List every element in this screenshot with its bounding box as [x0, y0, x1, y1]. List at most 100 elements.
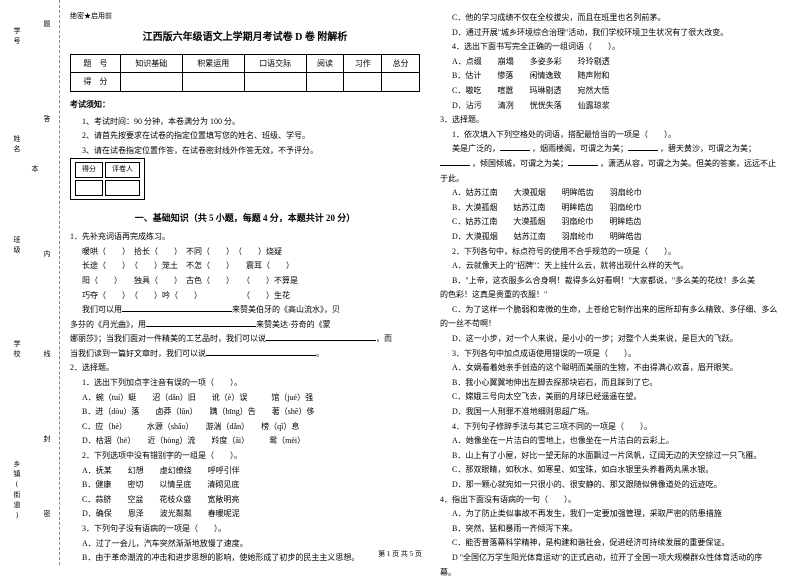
q2-s2a: A．抚某 幻想 虚幻缭绕 呼呼引伴	[70, 464, 420, 478]
q2-stem: 2．选择题。	[70, 361, 420, 375]
r51t2: ，烟雨楼阁，可谓之为美；	[532, 144, 628, 153]
r51b4	[568, 157, 598, 166]
th2: 积累运用	[182, 54, 244, 73]
marker-box: 得分 评卷人	[70, 158, 145, 200]
tv5	[344, 73, 382, 92]
dash-label-5: 密	[42, 510, 52, 517]
q1-r2: 阳（ ） 独具（ ） 古色（ ） （ ）不算是	[70, 274, 420, 288]
dash-label-1: 答	[42, 115, 52, 122]
r-s5-3c: C．嫦娥三号向太空飞去，美丽的月球已经遥遥在望。	[440, 390, 790, 404]
binding-label-town: 乡镇(街道)	[12, 460, 22, 522]
r-s5-2a: A．云就像天上的"招牌"：天上挂什么云，就将出现什么样的天气。	[440, 259, 790, 273]
r-s5-2d: D．这一小步，对一个人来说，是小小的一步；对整个人类来说，是巨大的飞跃。	[440, 332, 790, 346]
r-s5-3d: D．我国一人刑罪不准地细则思超广场。	[440, 405, 790, 419]
q1-blank4	[206, 347, 316, 356]
r-s5-1: 1．依次填入下列空格处的词语，搭配最恰当的一项是（ ）。	[440, 128, 790, 142]
q2-s2c: C．蒜脐 空盆 花枝众盛 宽敞明亮	[70, 493, 420, 507]
r51t6: 于此。	[440, 172, 790, 186]
th6: 总分	[382, 54, 420, 73]
r51t1: 美是广泛的，	[452, 144, 500, 153]
r-s5-3a: A．女娲看着她亲手创造的这个聪明而美丽的生物，不由得满心欢喜，眉开眼笑。	[440, 361, 790, 375]
tv0: 得 分	[71, 73, 121, 92]
q1-l4a: 当我们读到一篇好文章时，我们可以说	[70, 349, 206, 358]
dash-label-2: 内	[42, 250, 52, 257]
th4: 阅读	[306, 54, 344, 73]
r-s5-5tail: 幕。	[440, 566, 790, 580]
r-s5-4b: B．山上有了小屋，好比一望无际的水面飘过一片凤帆，辽阔无边的天空掠过一只飞雁。	[440, 449, 790, 463]
section1-title: 一、基础知识（共 5 小题，每题 4 分，本题共计 20 分）	[70, 211, 420, 226]
q1-line1: 我们可以用来赞美伯牙的《高山流水》，贝	[70, 303, 420, 317]
r-s4b: B．估计 惨落 闲情逸致 随声附和	[440, 69, 790, 83]
q1-blank1	[122, 303, 232, 312]
r-s5-2b1: B．"上帝，这衣服多么合身啊！裁得多么好看啊！"大家都说，"多么美的花纹！多么美	[440, 274, 790, 288]
tv4	[306, 73, 344, 92]
r-s5-2c1: C．为了这样一个脆弱和卑微的生命，上苍给它制作出来的居所却有多么精致、多仔细、多…	[440, 303, 790, 317]
score-header-row: 题 号 知识基础 积累运用 口语交际 阅读 习作 总分	[71, 54, 420, 73]
q1-blank3	[266, 332, 376, 341]
r-s5-5a: A．为了防止类似事故不再发生，我们一定要加强管理，采取严密的防患措施	[440, 507, 790, 521]
r-s4a: A．点缀 崩塌 多姿多彩 玲玲剔透	[440, 55, 790, 69]
r51t4: ，倾国倾城，可谓之为美；	[472, 159, 568, 168]
r-s5-4d: D．那一颗心就宛如一只很小的、很安静的、那又跟随似佛像道处的远迹吃。	[440, 478, 790, 492]
binding-label-class: 班级	[12, 236, 22, 256]
th5: 习作	[344, 54, 382, 73]
exam-title: 江西版六年级语文上学期月考试卷 D 卷 附解析	[70, 29, 420, 46]
r-s5-1c: C．姑苏江南 大漠孤烟 羽扇纶巾 明眸皓齿	[440, 215, 790, 229]
notice-2: 2、请首先按要求在试卷的指定位置填写您的姓名、班级、学号。	[70, 129, 420, 143]
q1-l2a: 多芬的《月光曲》，用	[70, 320, 146, 329]
q2-s1: 1．选出下列加点字注音有误的一项（ ）。	[70, 376, 420, 390]
q1-r1: 长途（ ） （ ）笼土 不怎（ ） 震耳（ ）	[70, 259, 420, 273]
q2-s3: 3．下列句子没有语病的一项是（ ）。	[70, 522, 420, 536]
dash-label-4: 封	[42, 435, 52, 442]
r-s5-5: 4．指出下面没有语病的一句（ ）。	[440, 493, 790, 507]
binding-margin: 学号 姓名 班级 学校 乡镇(街道) 题 答 本 内 线 封 密	[0, 0, 60, 565]
r-s5: 3．选择题。	[440, 113, 790, 127]
q1-line2: 多芬的《月光曲》，用 来赞美达·芬奇的《蒙	[70, 318, 420, 332]
page-footer: 第 1 页 共 5 页	[0, 549, 800, 559]
mb-e1	[105, 180, 140, 196]
th3: 口语交际	[244, 54, 306, 73]
q2-s2d: D．确保 恩泽 波光粼粼 春暖呢泥	[70, 507, 420, 521]
score-table: 题 号 知识基础 积累运用 口语交际 阅读 习作 总分 得 分	[70, 54, 420, 92]
binding-label-name: 姓名	[12, 135, 22, 155]
r51b2	[628, 142, 658, 151]
r-s5-1-line: 美是广泛的， ，烟雨楼阁，可谓之为美； ，碧天黄沙，可谓之为美；	[440, 142, 790, 156]
q1-r3: 巧夺（ ） （ ）吟（ ） （ ）生花	[70, 289, 420, 303]
r-s5-4c: C．那双眼睛，如秋水、如寒星、如宝珠，如白水银里头养着两丸黑水银。	[440, 463, 790, 477]
binding-label-school: 学校	[12, 340, 22, 360]
q1-l1a: 我们可以用	[82, 305, 122, 314]
notice-head: 考试须知：	[70, 98, 420, 112]
r-s4c: C．嗷吃 喧嚣 玛琳剔透 宛然大悟	[440, 84, 790, 98]
q1-l3b: ，而	[376, 334, 392, 343]
q1-r0: 暖哄（ ） 拾长（ ） 不同（ ） （ ）烧疑	[70, 245, 420, 259]
binding-label-id: 学号	[12, 27, 22, 47]
r51t5: ，潇洒从容，可谓之为美。但美的答案，远远不止	[600, 159, 776, 168]
q1-stem: 1．先补充词语再完成练习。	[70, 230, 420, 244]
mb-e0	[75, 180, 103, 196]
notice-3: 3、请在试卷指定位置作答，在试卷密封线外作答无效，不予评分。	[70, 144, 420, 158]
q2-s2: 2．下列选项中没有错别字的一组是（ ）。	[70, 449, 420, 463]
r-s5-2c2: 的一丝不苟啊！	[440, 317, 790, 331]
r51b3	[440, 157, 470, 166]
r-s5-5b: B．突然、猛和暴雨一齐倾泻下来。	[440, 522, 790, 536]
dash-label-0: 题	[42, 20, 52, 27]
r-s5-1-line2: ，倾国倾城，可谓之为美； ，潇洒从容，可谓之为美。但美的答案，远远不止	[440, 157, 790, 171]
tv6	[382, 73, 420, 92]
tv1	[120, 73, 182, 92]
r-cd-d: D．通过开展"城乡环境综合治理"活动，我们学校环境卫生状况有了很大改变。	[440, 26, 790, 40]
dash-note: 本	[30, 165, 40, 172]
th1: 知识基础	[120, 54, 182, 73]
q1-line4: 当我们读到一篇好文章时，我们可以说。	[70, 347, 420, 361]
q1-line3: 娜丽莎》；当我们面对一件精美的工艺品时，我们可以说，而	[70, 332, 420, 346]
r-s4d: D．沾污 清冽 恍恍失落 仙露琼浆	[440, 99, 790, 113]
r-cd-c: C．他的学习成绩不仅在全校拔尖，而且在班里也名列前茅。	[440, 11, 790, 25]
r-s5-2b2: 的色彩！这真是贵重的衣服！"	[440, 288, 790, 302]
q2-s2b: B．健康 密切 以情呈底 清砌见底	[70, 478, 420, 492]
q1-l2b: 来赞美达·芬奇的《蒙	[256, 320, 331, 329]
th0: 题 号	[71, 54, 121, 73]
q1-blank2	[146, 318, 256, 327]
page-content: 绝密★启用前 江西版六年级语文上学期月考试卷 D 卷 附解析 题 号 知识基础 …	[70, 10, 790, 580]
q2-s1a: A．蜿（tuí）蜓 沼（dǎn）旧 讹（è）误 馆（jué）强	[70, 391, 420, 405]
r-s5-3b: B．我小心翼翼地伸出左脚去探那块岩石，而且踩到了它。	[440, 376, 790, 390]
secret-line: 绝密★启用前	[70, 11, 420, 23]
